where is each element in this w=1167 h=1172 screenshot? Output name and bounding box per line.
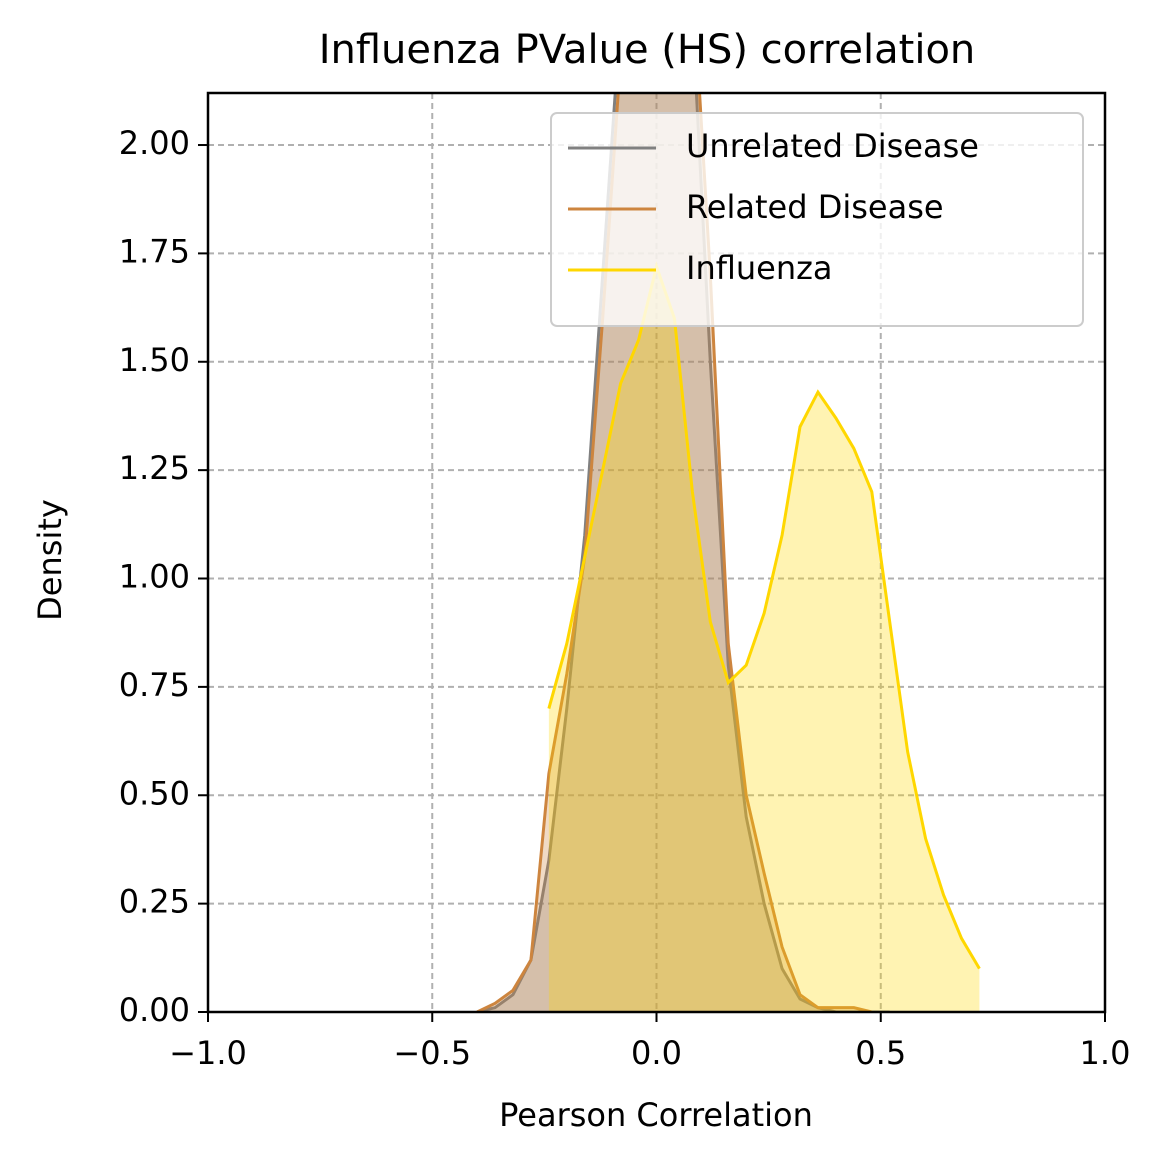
legend-label: Influenza bbox=[686, 249, 833, 287]
density-area bbox=[477, 93, 872, 1012]
y-tick-label: 0.75 bbox=[119, 666, 190, 704]
y-tick-label: 0.50 bbox=[119, 774, 190, 812]
legend-label: Unrelated Disease bbox=[686, 127, 979, 165]
density-area bbox=[477, 93, 890, 1012]
y-axis-label: Density bbox=[31, 499, 69, 621]
y-tick-label: 1.50 bbox=[119, 341, 190, 379]
density-area bbox=[548, 266, 980, 1012]
y-tick-label: 0.00 bbox=[119, 991, 190, 1029]
y-tick-label: 1.00 bbox=[119, 558, 190, 596]
chart-title: Influenza PValue (HS) correlation bbox=[319, 27, 976, 73]
x-axis-label: Pearson Correlation bbox=[499, 1096, 813, 1134]
density-line bbox=[547, 261, 981, 970]
y-tick-label: 1.25 bbox=[119, 449, 190, 487]
y-tick-label: 2.00 bbox=[119, 124, 190, 162]
x-tick-label: 0.0 bbox=[631, 1034, 682, 1072]
density-line bbox=[476, 93, 873, 1012]
x-tick-label: 0.5 bbox=[855, 1034, 906, 1072]
legend-label: Related Disease bbox=[686, 188, 944, 226]
y-tick-label: 0.25 bbox=[119, 883, 190, 921]
legend: Unrelated Disease Related Disease Influenz… bbox=[550, 112, 1084, 327]
x-tick-label: 1.0 bbox=[1080, 1034, 1131, 1072]
y-tick-label: 1.75 bbox=[119, 232, 190, 270]
axes: −1.0 −0.5 0.0 0.5 1.0 0.00 0.25 0.50 0.75 1.00 1.2… bbox=[119, 124, 1131, 1072]
x-tick-label: −1.0 bbox=[169, 1034, 247, 1072]
legend-box bbox=[550, 112, 1084, 327]
plot-area bbox=[476, 93, 981, 1012]
x-tick-label: −0.5 bbox=[393, 1034, 471, 1072]
